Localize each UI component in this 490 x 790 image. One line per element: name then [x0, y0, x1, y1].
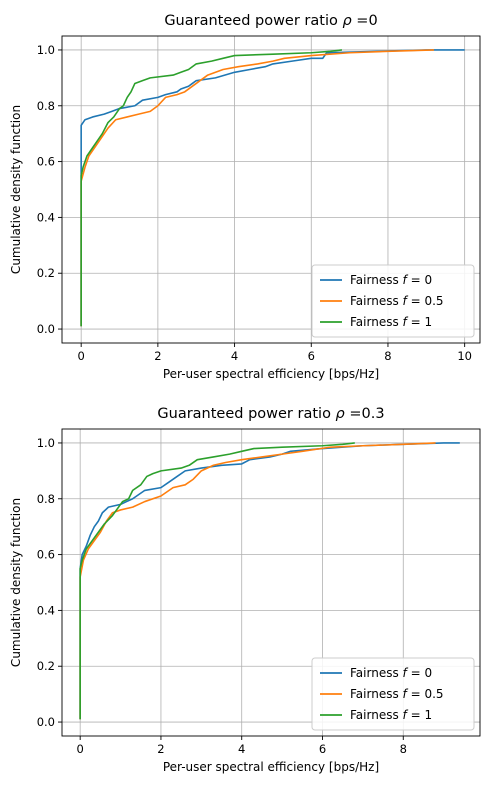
- y-tick-label: 0.0: [37, 322, 55, 336]
- y-tick-label: 0.6: [37, 548, 55, 562]
- y-tick-label: 0.2: [37, 266, 55, 280]
- chart-title: Guaranteed power ratio ρ =0: [164, 13, 377, 29]
- series-line-2: [79, 442, 355, 720]
- legend-label-0: Fairness f = 0: [350, 273, 432, 287]
- series-line-1: [79, 442, 436, 720]
- x-axis-label: Per-user spectral efficiency [bps/Hz]: [163, 367, 379, 381]
- x-tick-label: 6: [319, 742, 326, 756]
- legend-label-prefix: Fairness: [350, 273, 403, 287]
- x-tick-label: 2: [154, 349, 161, 363]
- y-tick-label: 0.8: [37, 99, 55, 113]
- legend-box: [311, 657, 475, 731]
- x-tick-label: 4: [231, 349, 238, 363]
- legend-label-2: Fairness f = 1: [350, 315, 432, 329]
- x-tick-label: 4: [238, 742, 245, 756]
- title-rho: ρ: [342, 13, 352, 29]
- title-rho: ρ: [336, 406, 346, 422]
- legend-label-var: f: [403, 294, 409, 308]
- legend-label-var: f: [403, 708, 409, 722]
- legend-label-var: f: [403, 315, 409, 329]
- title-prefix: Guaranteed power ratio: [164, 13, 342, 29]
- y-tick-label: 0.8: [37, 492, 55, 506]
- legend-label-var: f: [403, 273, 409, 287]
- x-tick-label: 8: [400, 742, 407, 756]
- axes-frame: [61, 428, 481, 737]
- legend-label-suffix: = 0.5: [407, 294, 444, 308]
- legend-label-prefix: Fairness: [350, 315, 403, 329]
- legend-label-suffix: = 1: [407, 708, 432, 722]
- chart-rho-0: 0 2 4 6 8 10 0.0 0.2 0.4 0.6 0.8 1.0 Guaranteed powe…: [9, 13, 481, 381]
- y-tick-label: 0.4: [37, 603, 55, 617]
- series-line-0: [80, 49, 465, 327]
- axes-frame: [61, 35, 481, 344]
- legend-label-0: Fairness f = 0: [350, 666, 432, 680]
- x-tick-label: 0: [77, 742, 84, 756]
- series-group: [79, 442, 460, 720]
- series-line-2: [80, 49, 343, 327]
- chart-title: Guaranteed power ratio ρ =0.3: [157, 406, 384, 422]
- legend-label-suffix: = 0: [407, 273, 432, 287]
- x-tick-label: 8: [384, 349, 391, 363]
- legend-label-suffix: = 0: [407, 666, 432, 680]
- x-tick-label: 2: [157, 742, 164, 756]
- x-tick-label: 0: [78, 349, 85, 363]
- y-tick-label: 1.0: [37, 43, 55, 57]
- legend-label-suffix: = 0.5: [407, 687, 444, 701]
- legend-label-suffix: = 1: [407, 315, 432, 329]
- legend-box: [311, 264, 475, 338]
- legend-label-2: Fairness f = 1: [350, 708, 432, 722]
- y-axis-label: Cumulative density function: [9, 105, 23, 274]
- y-tick-label: 1.0: [37, 436, 55, 450]
- legend-label-var: f: [403, 666, 409, 680]
- chart-rho-0.3: 0 2 4 6 8 0.0 0.2 0.4 0.6 0.8 1.0 Guaranteed power …: [9, 406, 481, 774]
- legend-label-1: Fairness f = 0.5: [350, 294, 444, 308]
- x-tick-label: 6: [308, 349, 315, 363]
- series-group: [80, 49, 465, 327]
- legend-label-var: f: [403, 687, 409, 701]
- legend-label-1: Fairness f = 0.5: [350, 687, 444, 701]
- legend-label-prefix: Fairness: [350, 294, 403, 308]
- y-axis-label: Cumulative density function: [9, 498, 23, 667]
- y-tick-label: 0.0: [37, 715, 55, 729]
- title-suffix: =0: [352, 13, 378, 29]
- y-tick-label: 0.2: [37, 659, 55, 673]
- legend-label-prefix: Fairness: [350, 666, 403, 680]
- legend-label-prefix: Fairness: [350, 687, 403, 701]
- y-tick-label: 0.6: [37, 155, 55, 169]
- title-suffix: =0.3: [345, 406, 385, 422]
- series-line-1: [80, 49, 435, 327]
- y-tick-label: 0.4: [37, 210, 55, 224]
- title-prefix: Guaranteed power ratio: [157, 406, 335, 422]
- x-axis-label: Per-user spectral efficiency [bps/Hz]: [163, 760, 379, 774]
- x-tick-label: 10: [457, 349, 472, 363]
- legend-label-prefix: Fairness: [350, 708, 403, 722]
